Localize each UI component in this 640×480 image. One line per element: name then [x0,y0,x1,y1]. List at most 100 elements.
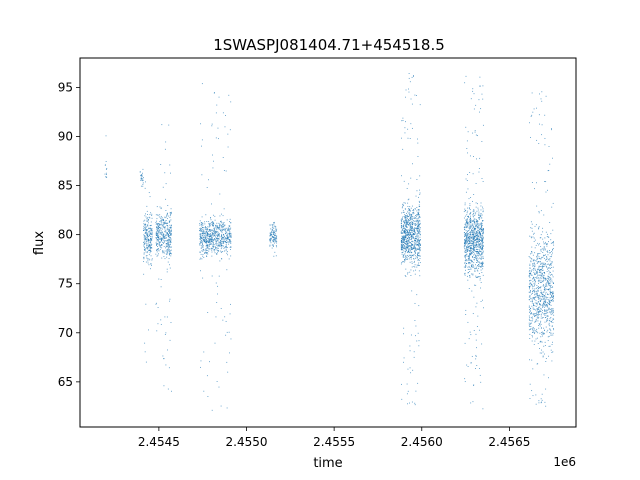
data-point [416,256,418,258]
data-point [549,302,551,304]
data-point [401,241,403,243]
data-point [538,327,540,329]
data-point [143,252,145,254]
data-point [217,250,219,252]
data-point [208,240,210,242]
data-point [224,227,226,229]
data-point [205,245,207,247]
data-point [407,211,409,213]
data-point [401,219,403,221]
data-point [402,261,404,262]
data-point [216,254,218,255]
data-point [412,255,414,257]
data-point [541,256,543,258]
data-point [169,245,171,247]
data-point [537,309,539,311]
data-point [156,230,158,232]
data-point [471,261,473,263]
data-point [482,237,484,239]
data-point [544,309,546,311]
data-point [474,267,476,269]
data-point [225,170,227,172]
data-point [151,217,153,219]
data-point [550,330,552,332]
data-point [270,234,272,236]
data-point [410,234,412,236]
data-point [160,223,162,225]
data-point [466,255,468,257]
data-point [537,255,539,257]
data-point [477,265,479,267]
data-point [469,203,471,205]
data-point [409,245,411,247]
data-point [404,127,406,129]
data-point [402,203,404,205]
data-point [164,237,166,239]
data-point [410,334,412,336]
data-point [406,232,408,234]
data-point [217,232,219,234]
data-point [415,95,417,96]
data-point [546,309,548,311]
data-point [408,212,410,214]
data-point [550,332,552,334]
data-point [546,315,548,316]
data-point [409,233,411,235]
data-point [160,207,162,209]
data-point [206,247,208,249]
data-point [225,238,227,240]
data-point [549,272,551,273]
data-point [165,141,167,143]
data-point [546,321,548,323]
data-point [531,297,533,299]
data-point [551,319,553,321]
data-point [465,233,466,235]
data-point [477,209,479,211]
data-point [168,241,170,243]
data-point [533,276,535,278]
data-point [468,288,470,289]
data-point [147,251,149,253]
data-point [541,274,543,276]
data-point [551,292,553,294]
data-point [482,206,484,208]
data-point [465,222,467,223]
data-point [409,239,411,241]
data-point [223,229,225,231]
data-point [272,236,274,238]
data-point [547,297,549,298]
data-point [157,224,159,226]
data-point [145,232,147,233]
data-point [147,234,149,236]
data-point [217,234,219,236]
data-point [158,231,160,233]
data-point [549,256,551,258]
data-point [464,243,466,245]
data-point [538,402,540,404]
data-point [405,121,406,123]
data-point [201,235,203,237]
data-point [472,248,474,250]
data-point [167,240,169,242]
data-point [148,192,150,194]
data-point [149,268,151,270]
data-point [148,219,149,220]
data-point [213,227,215,229]
data-point [171,390,172,392]
data-point [405,250,407,252]
data-point [471,237,473,239]
data-point [147,214,149,215]
data-point [417,248,419,250]
data-point [418,196,419,198]
data-point [158,237,159,239]
data-point [219,260,221,262]
data-point [228,236,230,238]
data-point [215,242,217,244]
data-point [474,215,476,216]
data-point [164,234,166,236]
data-point [156,220,158,222]
data-point [273,230,275,232]
data-point [273,231,275,233]
data-point [473,213,474,214]
data-point [544,317,546,319]
